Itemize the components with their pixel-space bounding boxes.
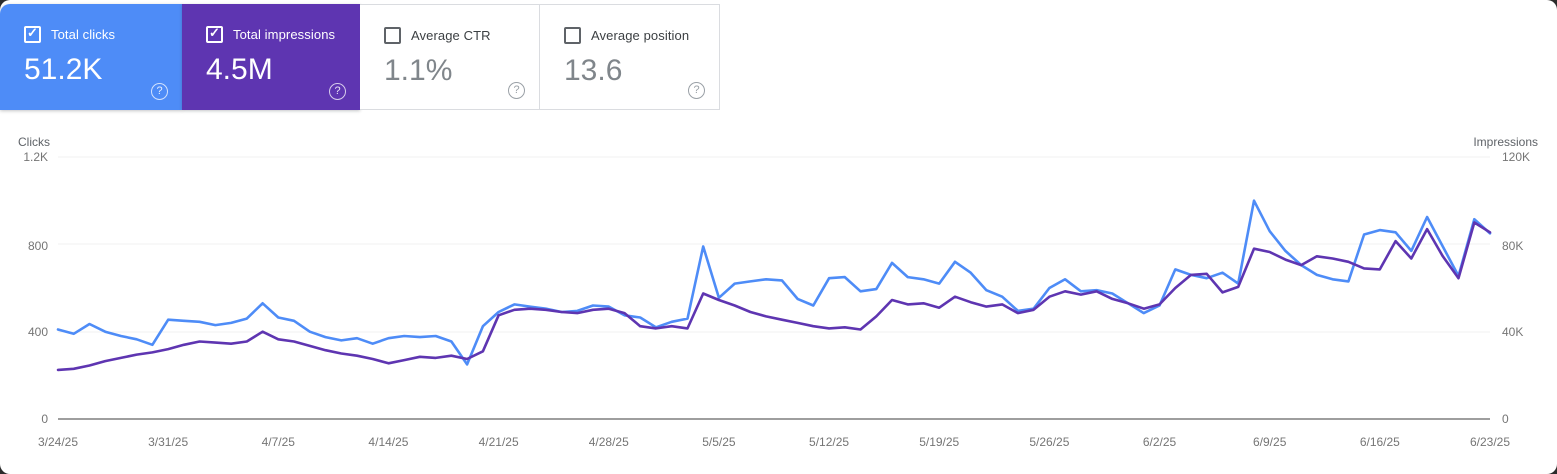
x-tick-label: 5/5/25 [702, 435, 736, 449]
series-total-impressions [56, 221, 1492, 372]
left-tick-800: 800 [27, 239, 48, 253]
x-tick-label: 6/23/25 [1469, 435, 1511, 449]
left-tick-0: 0 [41, 412, 48, 426]
left-axis-title: Clicks [18, 135, 50, 149]
total-clicks-label: Total clicks [51, 27, 116, 42]
average-position-value: 13.6 [564, 54, 623, 87]
total-impressions-card[interactable]: Total impressions 4.5M ? [182, 4, 360, 110]
x-tick-label: 4/14/25 [368, 435, 409, 449]
right-axis-title: Impressions [1473, 135, 1538, 149]
x-tick-label: 6/9/25 [1253, 435, 1287, 449]
average-ctr-checkbox[interactable] [384, 27, 401, 44]
series-total-clicks [56, 199, 1492, 366]
total-clicks-card[interactable]: Total clicks 51.2K ? [0, 4, 182, 110]
x-tick-label: 3/31/25 [148, 435, 189, 449]
performance-time-chart[interactable]: Clicks Impressions 1.2K 800 400 0 120K 8… [0, 110, 1557, 474]
series-lines [56, 199, 1492, 372]
right-tick-0: 0 [1502, 412, 1509, 426]
total-clicks-checkbox[interactable] [24, 25, 41, 43]
average-position-label: Average position [591, 28, 690, 43]
left-tick-400: 400 [27, 325, 48, 339]
x-tick-label: 5/26/25 [1029, 435, 1070, 449]
total-impressions-checkbox[interactable] [206, 25, 223, 43]
x-tick-label: 6/2/25 [1142, 435, 1177, 449]
average-position-checkbox[interactable] [564, 27, 581, 44]
right-tick-80k: 80K [1502, 239, 1524, 253]
help-icon[interactable]: ? [688, 82, 705, 99]
metric-cards-row: Total clicks 51.2K ? Total impressions 4… [0, 4, 720, 110]
total-impressions-value: 4.5M [206, 53, 273, 86]
x-tick-label: 4/28/25 [588, 435, 629, 449]
help-icon[interactable]: ? [508, 82, 525, 99]
average-ctr-value: 1.1% [384, 54, 453, 87]
total-impressions-label: Total impressions [233, 27, 336, 42]
average-ctr-card[interactable]: Average CTR 1.1% ? [360, 4, 540, 110]
right-tick-120k: 120K [1502, 150, 1531, 164]
x-tick-label: 6/16/25 [1359, 435, 1400, 449]
x-tick-label: 5/19/25 [919, 435, 960, 449]
help-icon[interactable]: ? [151, 83, 168, 100]
help-icon[interactable]: ? [329, 83, 346, 100]
total-clicks-value: 51.2K [24, 53, 103, 86]
x-tick-label: 5/12/25 [809, 435, 850, 449]
x-tick-label: 3/24/25 [37, 435, 79, 449]
average-ctr-label: Average CTR [411, 28, 491, 43]
x-tick-label: 4/21/25 [478, 435, 519, 449]
left-tick-1200: 1.2K [23, 150, 48, 164]
x-tick-label: 4/7/25 [261, 435, 295, 449]
chart-canvas [56, 156, 1492, 420]
right-tick-40k: 40K [1502, 325, 1524, 339]
average-position-card[interactable]: Average position 13.6 ? [540, 4, 720, 110]
